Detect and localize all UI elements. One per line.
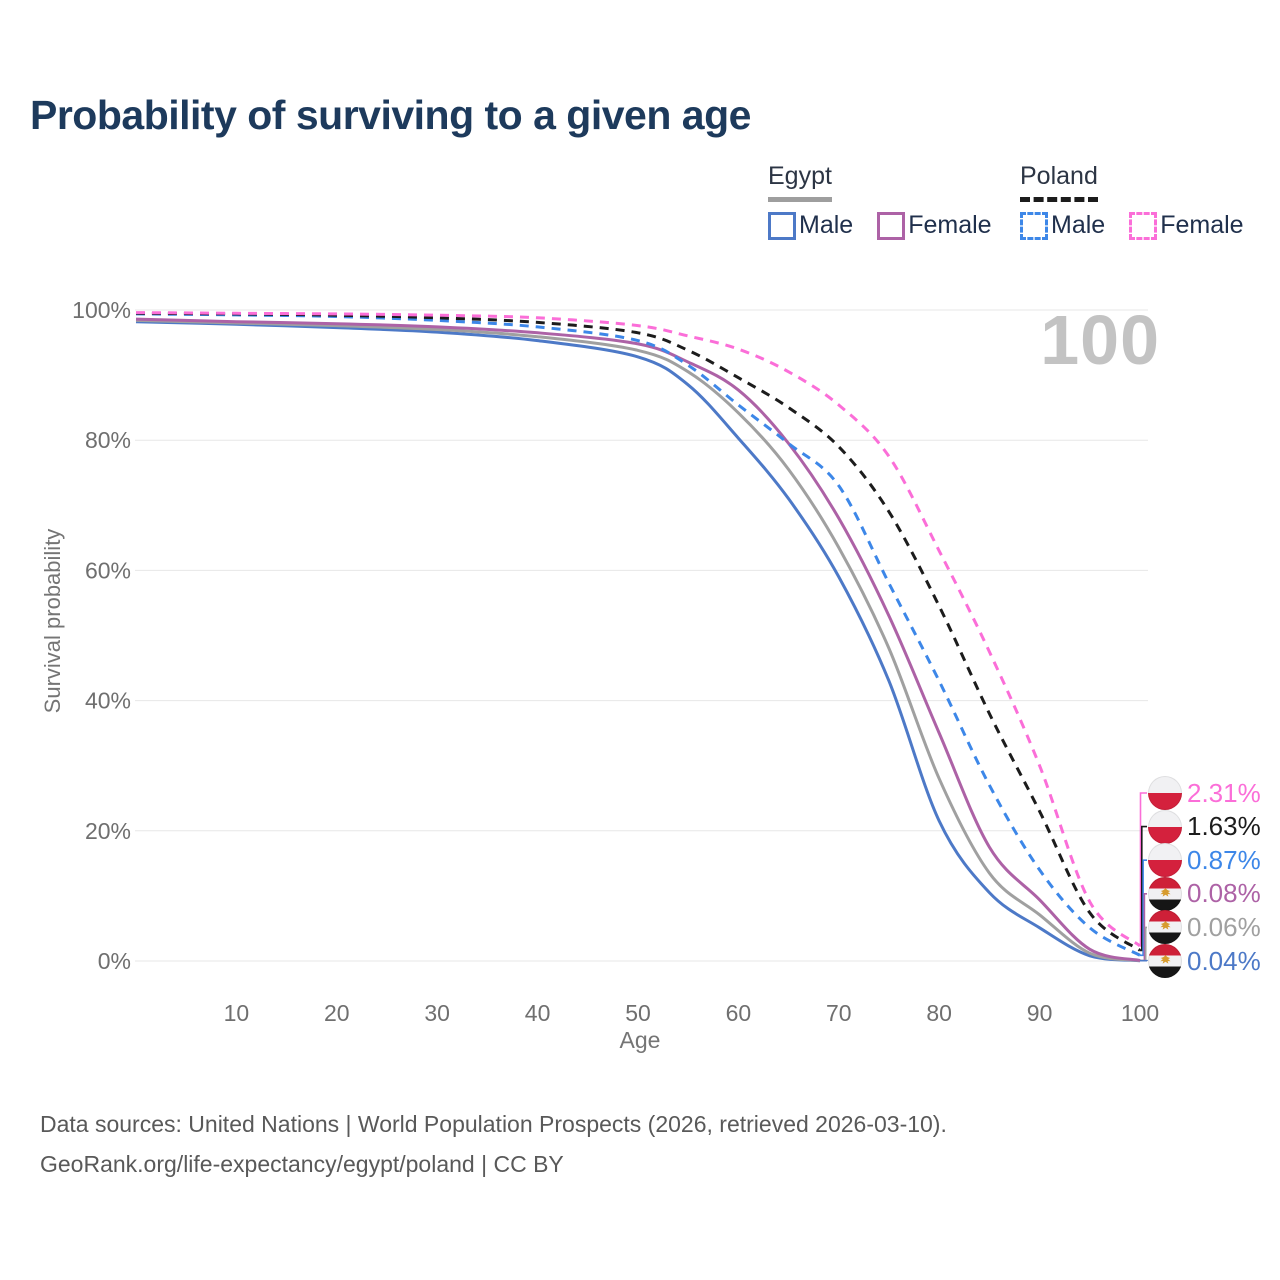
endpoint-label-poland-all: 1.63% [1148, 809, 1261, 844]
y-tick-label: 80% [85, 427, 131, 453]
series-line-egypt-all [135, 318, 1141, 963]
legend-header-poland: Poland [1020, 162, 1098, 190]
callout-line [1140, 859, 1147, 957]
legend-header-egypt: Egypt [768, 162, 832, 190]
x-tick-label: 30 [424, 1000, 450, 1026]
endpoint-value: 2.31% [1187, 777, 1261, 808]
egypt-flag-icon [1148, 944, 1182, 978]
endpoint-label-egypt-all: 0.06% [1148, 910, 1261, 945]
endpoint-value: 0.08% [1187, 878, 1261, 909]
x-tick-label: 20 [324, 1000, 350, 1026]
egypt-flag-icon [1148, 876, 1182, 911]
callout-line [1140, 825, 1147, 952]
legend-box-egypt-female[interactable] [877, 211, 906, 240]
legend-item-label: Female [1160, 211, 1244, 239]
x-tick-label: 90 [1027, 1000, 1053, 1026]
age-counter-watermark: 100 [1040, 301, 1160, 379]
egypt-flag-icon [1148, 910, 1182, 945]
legend-item-label: Male [1051, 211, 1106, 239]
legend-underline-egypt [768, 197, 832, 202]
legend-box-poland-female[interactable] [1129, 211, 1158, 240]
x-tick-label: 60 [726, 1000, 752, 1026]
footer-sources: Data sources: United Nations | World Pop… [40, 1111, 947, 1137]
egypt-eagle-icon [1159, 921, 1171, 931]
endpoint-label-egypt-female: 0.08% [1148, 876, 1261, 911]
legend-item-label: Female [908, 211, 992, 239]
y-tick-label: 20% [85, 818, 131, 844]
egypt-eagle-icon [1159, 887, 1171, 897]
endpoint-value: 0.87% [1187, 844, 1261, 875]
egypt-eagle-icon [1159, 955, 1171, 964]
endpoint-label-poland-male: 0.87% [1148, 843, 1261, 878]
x-tick-label: 80 [926, 1000, 952, 1026]
x-tick-label: 70 [826, 1000, 852, 1026]
legend-group-egypt: Egypt Male Female [768, 162, 1008, 240]
legend-underline-poland [1020, 197, 1098, 202]
endpoint-value: 1.63% [1187, 811, 1261, 842]
poland-flag-icon [1148, 843, 1182, 878]
legend-box-egypt-male[interactable] [768, 211, 796, 240]
legend-item-poland-female[interactable]: Female [1129, 211, 1244, 240]
footer-attribution: GeoRank.org/life-expectancy/egypt/poland… [40, 1151, 564, 1177]
footer: Data sources: United Nations | World Pop… [40, 1104, 947, 1184]
callout-line [1139, 792, 1147, 947]
endpoint-value: 0.04% [1187, 945, 1261, 976]
y-tick-label: 40% [85, 688, 131, 714]
x-tick-label: 100 [1121, 1000, 1159, 1026]
x-tick-label: 50 [625, 1000, 651, 1026]
series-line-poland-male [135, 312, 1141, 957]
y-tick-label: 100% [72, 297, 131, 323]
legend-item-label: Male [799, 211, 854, 239]
x-axis-title: Age [619, 1027, 661, 1053]
series-line-poland-female [135, 311, 1141, 948]
series-line-egypt-female [135, 317, 1141, 962]
endpoint-label-poland-female: 2.31% [1148, 776, 1261, 810]
x-tick-label: 10 [224, 1000, 250, 1026]
y-tick-label: 0% [98, 948, 131, 974]
series-line-poland-all [135, 311, 1141, 952]
legend-item-egypt-female[interactable]: Female [877, 211, 992, 240]
legend-box-poland-male[interactable] [1020, 211, 1048, 240]
poland-flag-icon [1148, 809, 1182, 844]
legend-item-poland-male[interactable]: Male [1020, 211, 1105, 240]
legend-group-poland: Poland Male Female [1020, 162, 1270, 240]
series-line-egypt-male [135, 320, 1141, 963]
poland-flag-icon [1148, 776, 1182, 810]
endpoint-label-egypt-male: 0.04% [1148, 944, 1261, 978]
endpoint-value: 0.06% [1187, 911, 1261, 942]
x-tick-label: 40 [525, 1000, 551, 1026]
legend-item-egypt-male[interactable]: Male [768, 211, 853, 240]
page-title: Probability of surviving to a given age [30, 92, 751, 138]
y-tick-label: 60% [85, 557, 131, 583]
